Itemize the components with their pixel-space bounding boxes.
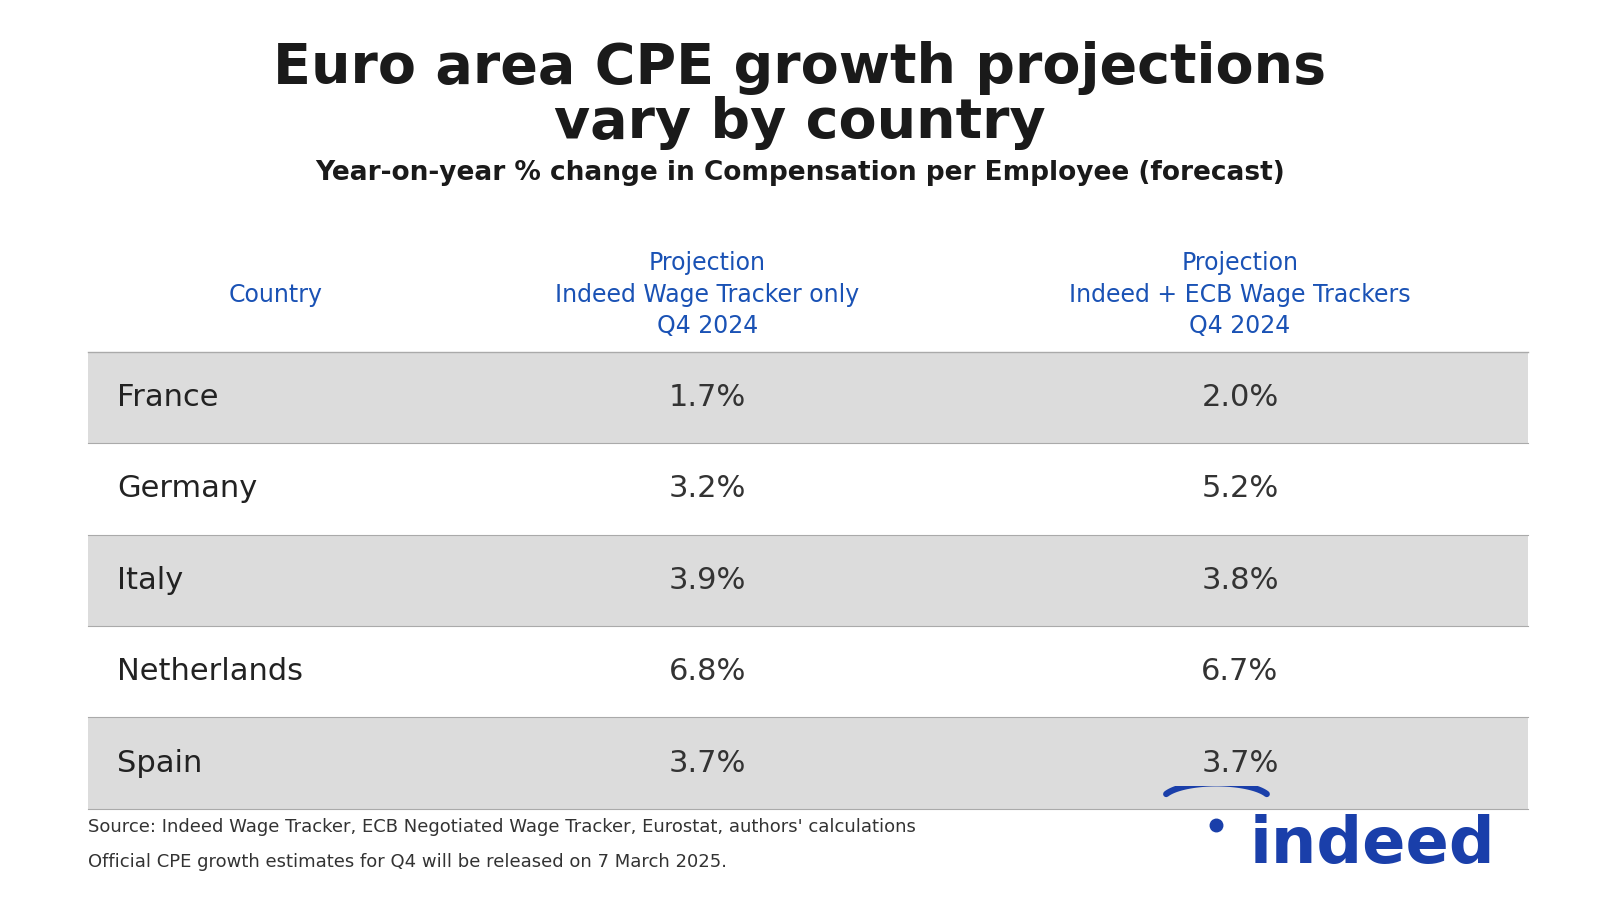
Text: Italy: Italy bbox=[117, 566, 182, 595]
Text: Projection
Indeed + ECB Wage Trackers
Q4 2024: Projection Indeed + ECB Wage Trackers Q4… bbox=[1069, 251, 1411, 338]
Bar bbox=[88, 352, 1528, 443]
Text: Euro area CPE growth projections: Euro area CPE growth projections bbox=[274, 41, 1326, 95]
Text: 2.0%: 2.0% bbox=[1202, 383, 1278, 412]
Text: 3.7%: 3.7% bbox=[669, 749, 746, 778]
Text: 6.7%: 6.7% bbox=[1202, 657, 1278, 686]
Text: Source: Indeed Wage Tracker, ECB Negotiated Wage Tracker, Eurostat, authors' cal: Source: Indeed Wage Tracker, ECB Negotia… bbox=[88, 818, 915, 836]
Text: Netherlands: Netherlands bbox=[117, 657, 302, 686]
Text: indeed: indeed bbox=[1250, 814, 1496, 877]
Text: Official CPE growth estimates for Q4 will be released on 7 March 2025.: Official CPE growth estimates for Q4 wil… bbox=[88, 853, 726, 871]
Text: 1.7%: 1.7% bbox=[669, 383, 746, 412]
Text: Projection
Indeed Wage Tracker only
Q4 2024: Projection Indeed Wage Tracker only Q4 2… bbox=[555, 251, 859, 338]
Text: France: France bbox=[117, 383, 218, 412]
Text: vary by country: vary by country bbox=[554, 96, 1046, 150]
Text: 3.9%: 3.9% bbox=[669, 566, 746, 595]
Bar bbox=[88, 717, 1528, 809]
Text: Spain: Spain bbox=[117, 749, 202, 778]
Bar bbox=[88, 535, 1528, 626]
Text: 6.8%: 6.8% bbox=[669, 657, 746, 686]
Text: 3.2%: 3.2% bbox=[669, 474, 746, 504]
Bar bbox=[88, 443, 1528, 535]
Text: Year-on-year % change in Compensation per Employee (forecast): Year-on-year % change in Compensation pe… bbox=[315, 160, 1285, 186]
Text: 5.2%: 5.2% bbox=[1202, 474, 1278, 504]
Bar bbox=[88, 626, 1528, 717]
Text: 3.7%: 3.7% bbox=[1202, 749, 1278, 778]
Text: Country: Country bbox=[229, 282, 322, 307]
Text: 3.8%: 3.8% bbox=[1202, 566, 1278, 595]
Text: Germany: Germany bbox=[117, 474, 258, 504]
